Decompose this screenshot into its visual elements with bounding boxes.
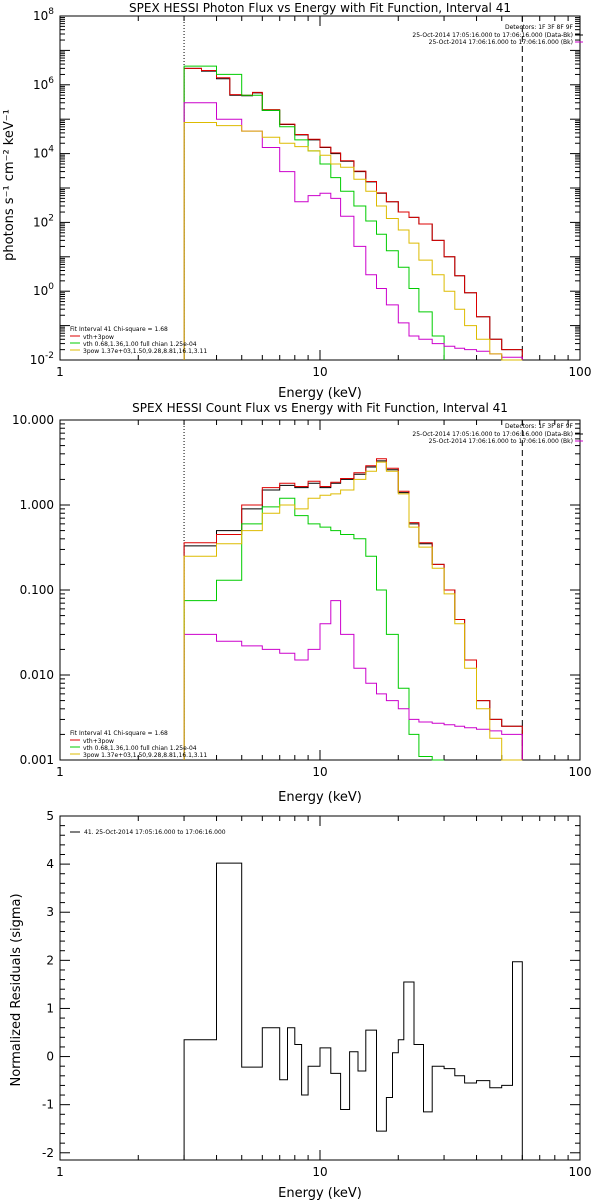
photon-flux-x-tick-label: 1 [56,365,64,379]
residuals-y-tick-label: 3 [46,905,54,919]
residuals-series-0 [183,862,523,1160]
count-flux-y-tick-label: 10.000 [12,413,54,427]
photon-flux-series-2 [183,65,445,360]
residuals-x-tick-label: 10 [312,1165,327,1179]
residuals-y-tick-label: -1 [42,1098,54,1112]
photon-flux-detectors: Detectors: 1F 3F 8F 9F [505,24,574,31]
photon-flux-x-tick-label: 100 [569,365,592,379]
count-flux-fit-total: vth+3pow [83,738,114,745]
photon-flux-panel: SPEX HESSI Photon Flux vs Energy with Fi… [2,1,591,401]
residuals-y-tick-label: 5 [46,809,54,823]
photon-flux-title: SPEX HESSI Photon Flux vs Energy with Fi… [129,1,511,15]
photon-flux-series [183,65,523,361]
residuals-legend: 41. 25-Oct-2014 17:05:16.000 to 17:06:16… [84,829,226,836]
count-flux-x-tick-label: 1 [56,765,64,779]
count-flux-x-tick-label: 10 [312,765,327,779]
photon-flux-fit-total: vth+3pow [83,334,114,341]
count-flux-reference-lines [183,420,523,760]
count-flux-info: Detectors: 1F 3F 8F 9F 25-Oct-2014 17:05… [412,423,583,445]
residuals-x-tick-label: 1 [56,1165,64,1179]
residuals-series [183,862,523,1160]
photon-flux-series-4 [183,122,523,361]
residuals-y-tick-label: -2 [42,1146,54,1160]
count-flux-fit-vth: vth 0.68,1.36,1.00 full chian 1.25e-04 [83,745,197,752]
residuals-y-tick-label: 1 [46,1001,54,1015]
count-flux-ticks: 1 10 100 0.001 0.010 0.100 1.000 10.000 [12,413,591,779]
count-flux-detectors: Detectors: 1F 3F 8F 9F [505,423,574,430]
count-flux-series [183,458,523,761]
photon-flux-series-3 [183,102,523,360]
photon-flux-data-interval: 25-Oct-2014 17:05:16.000 to 17:06:16.000… [412,32,573,39]
count-flux-x-tick-label: 100 [569,765,592,779]
photon-flux-ylabel: photons s⁻¹ cm⁻² keV⁻¹ [2,109,17,261]
count-flux-y-tick-label: 0.001 [20,753,54,767]
count-flux-title: SPEX HESSI Count Flux vs Energy with Fit… [132,401,508,415]
residuals-ticks: 1 10 100 -2 -1 0 1 2 3 4 5 [42,809,591,1179]
count-flux-y-tick-label: 0.100 [20,583,54,597]
photon-flux-xlabel: Energy (keV) [278,386,362,401]
count-flux-fit-3pow: 3pow 1.37e+03,1.50,9.28,8.81,16.1,3.11 [83,752,207,759]
photon-flux-x-tick-label: 10 [312,365,327,379]
residuals-xlabel: Energy (keV) [278,1186,362,1200]
photon-flux-fit-3pow: 3pow 1.37e+03,1.50,9.28,8.81,16.1,3.11 [83,348,207,355]
count-flux-series-4 [183,461,523,761]
residuals-y-tick-label: 4 [46,857,54,871]
residuals-panel: 1 10 100 -2 -1 0 1 2 3 4 5 41. 25-Oct-2014 17:05:1… [9,809,591,1200]
count-flux-data-interval: 25-Oct-2014 17:05:16.000 to 17:06:16.000… [412,431,573,438]
photon-flux-fit-summary: Fit Interval 41 Chi-square = 1.68 [70,326,168,333]
residuals-ylabel: Normalized Residuals (sigma) [9,893,24,1086]
residuals-x-tick-label: 100 [569,1165,592,1179]
count-flux-series-3 [183,600,523,760]
count-flux-fit-legend: Fit Interval 41 Chi-square = 1.68 vth+3p… [70,730,207,759]
photon-flux-fit-legend: Fit Interval 41 Chi-square = 1.68 vth+3p… [70,326,207,355]
count-flux-fit-summary: Fit Interval 41 Chi-square = 1.68 [70,730,168,737]
count-flux-y-tick-label: 1.000 [20,498,54,512]
count-flux-y-tick-label: 0.010 [20,668,54,682]
residuals-y-tick-label: 0 [46,1050,54,1064]
photon-flux-fit-vth: vth 0.68,1.36,1.00 full chian 1.25e-04 [83,341,197,348]
photon-flux-bk-interval: 25-Oct-2014 17:06:16.000 to 17:06:16.000… [429,39,573,46]
count-flux-xlabel: Energy (keV) [278,790,362,805]
photon-flux-info: Detectors: 1F 3F 8F 9F 25-Oct-2014 17:05… [412,24,583,46]
residuals-y-tick-label: 2 [46,953,54,967]
count-flux-bk-interval: 25-Oct-2014 17:06:16.000 to 17:06:16.000… [429,438,573,445]
count-flux-panel: SPEX HESSI Count Flux vs Energy with Fit… [12,401,591,805]
